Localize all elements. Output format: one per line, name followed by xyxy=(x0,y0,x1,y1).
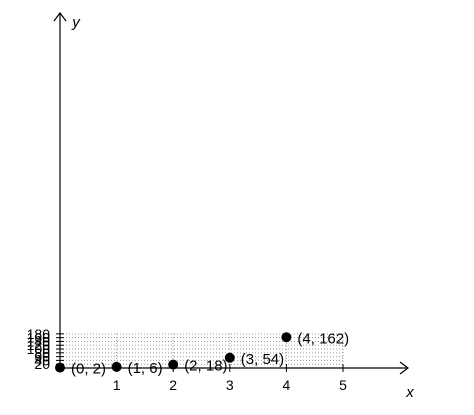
data-points xyxy=(55,332,292,373)
y-tick-label: 100 xyxy=(27,341,51,357)
y-axis-arrow xyxy=(53,12,67,22)
grid xyxy=(60,333,344,368)
y-tick-label: 160 xyxy=(27,330,51,346)
y-tick-label: 140 xyxy=(27,333,51,349)
x-axis-arrow xyxy=(399,361,409,375)
y-tick-label: 60 xyxy=(34,349,50,365)
y-tick-label: 80 xyxy=(34,345,50,361)
x-tick-label: 4 xyxy=(283,377,291,393)
x-tick-label: 2 xyxy=(169,377,177,393)
data-label: (1, 6) xyxy=(128,360,163,377)
data-label: (3, 54) xyxy=(241,351,284,368)
y-tick-label: 180 xyxy=(27,326,51,342)
x-tick-label: 3 xyxy=(226,377,234,393)
data-label: (0, 2) xyxy=(71,361,106,378)
data-point xyxy=(168,359,179,370)
data-point xyxy=(281,332,292,343)
data-point xyxy=(55,362,65,373)
x-tick-label: 5 xyxy=(339,377,347,393)
data-labels: (0, 2) (1, 6) (2, 18) (3, 54) (4, 162) xyxy=(71,330,349,377)
y-tick-label: 20 xyxy=(34,356,50,372)
x-axis-label: x xyxy=(405,384,414,401)
y-tick-label: 40 xyxy=(34,352,50,368)
y-tick-label: 120 xyxy=(27,337,51,353)
data-label: (4, 162) xyxy=(297,330,349,347)
x-tick-label: 1 xyxy=(113,377,121,393)
data-label: (2, 18) xyxy=(184,358,227,375)
data-point xyxy=(224,352,235,363)
y-axis-label: y xyxy=(71,14,81,31)
data-point xyxy=(111,361,122,372)
axes: x y xyxy=(53,12,414,401)
